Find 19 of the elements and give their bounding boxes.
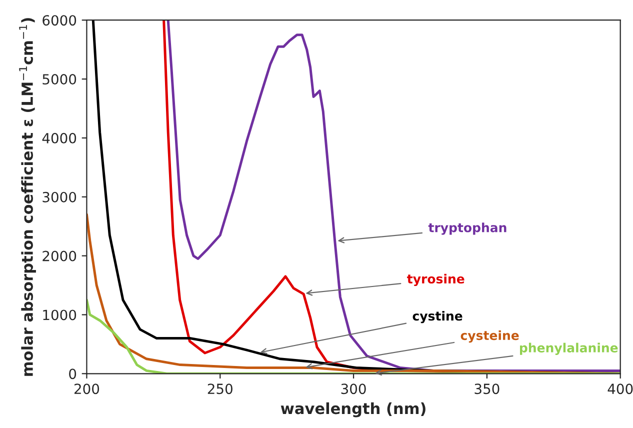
y-axis-title: molar absorption coefficient ε (LM$^{−1}$cm$^{−1}$) <box>19 18 36 376</box>
y-tick-label: 1000 <box>43 310 76 320</box>
text: cystine <box>412 310 462 324</box>
y-tick-label: 5000 <box>42 74 76 85</box>
y-tick-label: 3000 <box>42 192 76 202</box>
y-tick-label: 0 <box>69 368 76 380</box>
y-tick-label: 4000 <box>42 132 76 144</box>
y-tick-label: 2000 <box>42 250 76 262</box>
x-tick-label: 400 <box>608 384 633 394</box>
text: tryptophan <box>428 222 506 235</box>
x-axis-title: wavelength (nm) <box>280 402 426 418</box>
y-tick-label: 6000 <box>42 15 76 26</box>
text: tyrosine <box>407 274 464 286</box>
text: cysteine <box>460 330 519 343</box>
series-label: phenylalanine <box>520 342 618 355</box>
x-tick-label: 200 <box>74 384 100 394</box>
x-tick-label: 250 <box>208 384 232 394</box>
x-tick-label: 300 <box>341 384 366 394</box>
x-tick-label: 350 <box>474 384 500 394</box>
